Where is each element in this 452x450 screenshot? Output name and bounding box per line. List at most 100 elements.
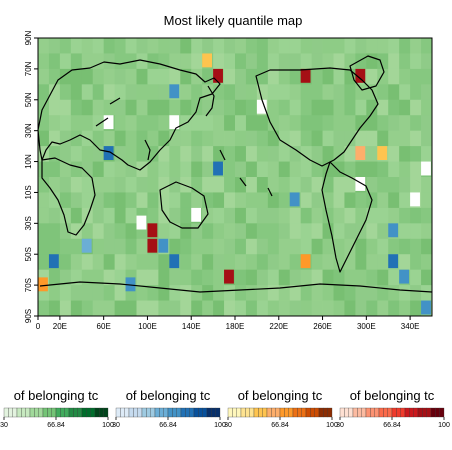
legend-swatch [150,407,156,418]
background-cell [191,115,203,132]
quantile-cell-q1 [169,115,180,130]
y-tick-label: 30N [24,123,33,138]
background-cell [114,285,126,301]
background-cell [355,285,367,301]
quantile-cell-q3 [355,146,366,161]
background-cell [355,207,367,224]
background-cell [48,192,61,209]
background-cell [202,238,214,255]
background-cell [245,300,258,317]
background-cell [92,68,105,85]
background-cell [344,115,356,132]
background-cell [388,192,400,209]
legend-swatch [232,407,237,418]
background-cell [235,53,247,70]
background-cell [245,207,258,224]
background-cell [70,192,83,209]
background-cell [289,285,302,301]
background-cell [399,130,411,147]
background-cell [92,99,105,116]
background-cell [410,161,422,178]
background-cell [235,300,247,317]
background-cell [344,177,356,193]
background-cell [322,223,334,240]
background-cell [344,207,356,224]
y-tick-label: 10N [24,154,33,169]
background-cell [81,68,94,85]
quantile-cell-q2 [421,300,431,315]
background-cell [235,115,247,132]
background-cell [289,300,302,317]
background-cell [235,285,247,301]
background-cell [169,68,181,85]
background-cell [136,99,148,116]
background-cell [289,269,302,286]
background-cell [48,84,61,101]
background-cell [366,254,378,271]
legend-area: of belonging tc 30 66.84 100 of belonging tc… [0,388,450,429]
background-cell [202,192,214,209]
background-cell [421,115,433,132]
background-cell [377,300,389,317]
background-cell [344,99,356,116]
background-cell [256,84,269,101]
background-cell [245,285,258,301]
x-tick-label: 100E [138,322,157,331]
legend-swatch [314,407,320,418]
background-cell [48,130,61,147]
background-cell [59,146,72,162]
background-cell [114,207,126,224]
legend-swatch [387,407,393,418]
legend-swatch [103,407,109,418]
background-cell [300,53,313,70]
legend-swatch [236,407,242,418]
legend-swatch [374,407,380,418]
background-cell [191,269,203,286]
background-cell [81,254,94,271]
background-cell [81,269,94,286]
background-cell [399,192,411,209]
background-cell [300,177,313,193]
background-cell [114,161,126,178]
legend-swatch [47,407,52,418]
background-cell [333,84,345,101]
legend-swatch [301,407,307,418]
background-cell [125,38,137,54]
background-cell [377,130,389,147]
background-cell [147,285,159,301]
legend-tick-label: 30 [0,422,8,429]
background-cell [388,53,400,70]
quantile-cell-q3 [202,53,213,68]
background-cell [136,223,148,240]
background-cell [333,146,345,162]
background-cell [92,38,105,54]
background-cell [388,68,400,85]
background-cell [278,192,291,209]
background-cell [322,99,334,116]
background-cell [366,68,378,85]
background-cell [92,238,105,255]
background-cell [70,254,83,271]
legend-tick-label: 66.84 [383,422,401,429]
background-cell [256,207,269,224]
background-cell [202,161,214,178]
background-cell [355,161,367,178]
background-cell [158,115,170,132]
legend-swatch [55,407,61,418]
legend-swatch [189,407,195,418]
quantile-cell-q1 [103,115,114,130]
background-cell [366,269,378,286]
background-cell [92,84,105,101]
legend-swatch [435,407,440,418]
legend-swatch [378,407,384,418]
background-cell [267,192,280,209]
background-cell [355,254,367,271]
background-cell [333,177,345,193]
background-cell [81,146,94,162]
legend-label: of belonging tc [238,388,323,403]
background-cell [169,207,181,224]
legend-tick-label: 66.84 [271,422,289,429]
quantile-cell-q2 [48,254,59,269]
background-cell [59,223,72,240]
background-cell [224,115,236,132]
